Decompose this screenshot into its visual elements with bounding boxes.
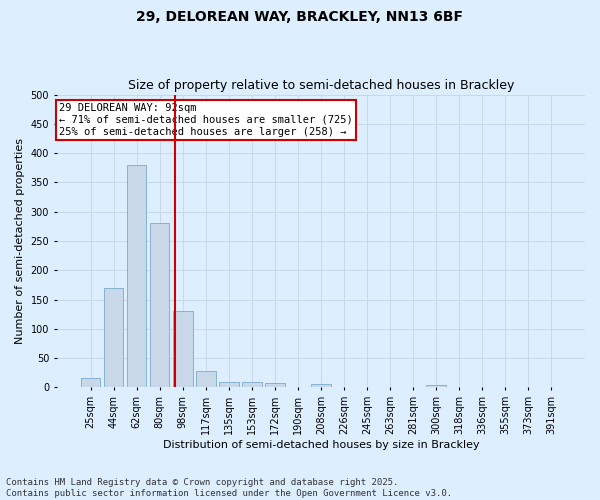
- Bar: [196, 371, 215, 388]
- Text: Contains HM Land Registry data © Crown copyright and database right 2025.
Contai: Contains HM Land Registry data © Crown c…: [6, 478, 452, 498]
- Text: 29 DELOREAN WAY: 92sqm
← 71% of semi-detached houses are smaller (725)
25% of se: 29 DELOREAN WAY: 92sqm ← 71% of semi-det…: [59, 104, 353, 136]
- Bar: [104, 288, 124, 388]
- Bar: [219, 382, 239, 388]
- Bar: [173, 312, 193, 388]
- Bar: [311, 384, 331, 388]
- Bar: [127, 165, 146, 388]
- X-axis label: Distribution of semi-detached houses by size in Brackley: Distribution of semi-detached houses by …: [163, 440, 479, 450]
- Bar: [242, 382, 262, 388]
- Bar: [150, 224, 169, 388]
- Bar: [265, 384, 284, 388]
- Bar: [81, 378, 100, 388]
- Title: Size of property relative to semi-detached houses in Brackley: Size of property relative to semi-detach…: [128, 79, 514, 92]
- Y-axis label: Number of semi-detached properties: Number of semi-detached properties: [15, 138, 25, 344]
- Text: 29, DELOREAN WAY, BRACKLEY, NN13 6BF: 29, DELOREAN WAY, BRACKLEY, NN13 6BF: [137, 10, 464, 24]
- Bar: [426, 385, 446, 388]
